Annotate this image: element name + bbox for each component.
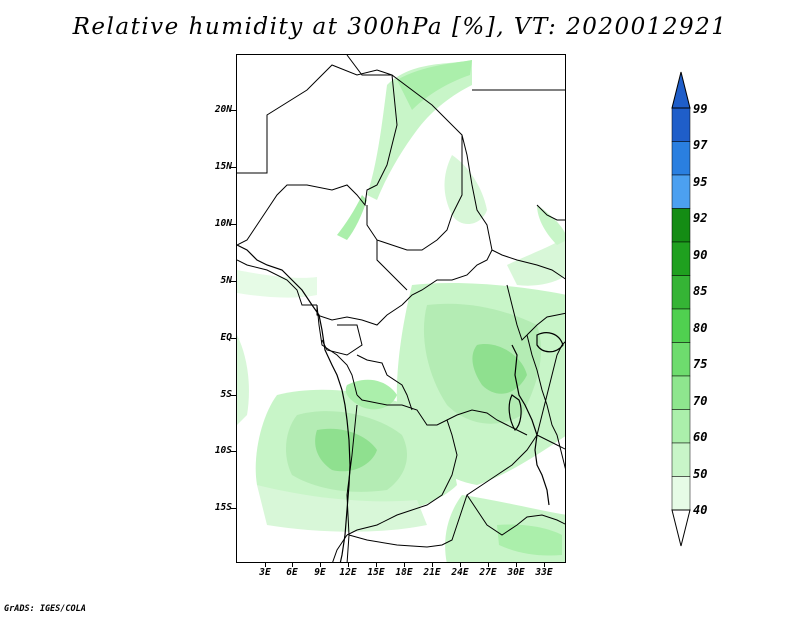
lon-label: 24E	[451, 567, 469, 578]
lon-label: 33E	[535, 567, 553, 578]
lat-label: 20N	[214, 104, 232, 115]
lon-tick	[376, 562, 377, 567]
colorbar-top-arrow	[671, 71, 691, 109]
lat-label: EQ	[220, 332, 232, 343]
lon-tick	[404, 562, 405, 567]
colorbar-label: 40	[693, 503, 708, 517]
lat-label: 5N	[220, 275, 232, 286]
colorbar-segment	[671, 174, 691, 209]
colorbar-segment	[671, 141, 691, 176]
lon-label: 9E	[314, 567, 326, 578]
humidity-shading	[237, 60, 565, 562]
lon-label: 6E	[286, 567, 298, 578]
lon-label: 18E	[395, 567, 413, 578]
lon-tick	[544, 562, 545, 567]
colorbar-segment	[671, 208, 691, 243]
coastline	[237, 244, 564, 562]
colorbar-label: 90	[693, 248, 708, 262]
lon-label: 30E	[507, 567, 525, 578]
colorbar-segment	[671, 275, 691, 310]
colorbar-label: 80	[693, 321, 708, 335]
colorbar-label: 99	[693, 102, 708, 116]
colorbar-segment	[671, 375, 691, 410]
lat-label: 15S	[214, 502, 232, 513]
lon-label: 27E	[479, 567, 497, 578]
lon-tick	[460, 562, 461, 567]
lat-tick	[231, 224, 236, 225]
colorbar-label: 97	[693, 138, 708, 152]
footer-credit: GrADS: IGES/COLA	[4, 604, 86, 614]
lon-label: 3E	[259, 567, 271, 578]
colorbar-segment	[671, 409, 691, 444]
colorbar	[671, 71, 691, 547]
colorbar-bottom-arrow	[671, 509, 691, 547]
colorbar-segment	[671, 342, 691, 377]
lon-tick	[488, 562, 489, 567]
colorbar-segment	[671, 308, 691, 343]
lat-tick	[231, 110, 236, 111]
lon-tick	[432, 562, 433, 567]
colorbar-label: 92	[693, 211, 708, 225]
colorbar-label: 70	[693, 394, 708, 408]
lat-label: 15N	[214, 161, 232, 172]
map-title: Relative humidity at 300hPa [%], VT: 202…	[72, 14, 728, 40]
lon-label: 12E	[339, 567, 357, 578]
lon-tick	[320, 562, 321, 567]
lon-tick	[516, 562, 517, 567]
lat-tick	[231, 167, 236, 168]
colorbar-label: 85	[693, 284, 708, 298]
lon-tick	[348, 562, 349, 567]
lat-tick	[231, 508, 236, 509]
lat-tick	[231, 451, 236, 452]
humidity-map	[237, 55, 565, 562]
colorbar-segment	[671, 476, 691, 511]
colorbar-segment	[671, 241, 691, 276]
colorbar-label: 60	[693, 430, 708, 444]
lon-tick	[265, 562, 266, 567]
colorbar-segments	[671, 107, 691, 511]
colorbar-segment	[671, 107, 691, 142]
lat-tick	[231, 281, 236, 282]
lat-label: 10S	[214, 445, 232, 456]
map-panel	[236, 54, 566, 563]
colorbar-label: 50	[693, 467, 708, 481]
colorbar-label: 75	[693, 357, 708, 371]
lon-label: 15E	[367, 567, 385, 578]
lat-tick	[231, 395, 236, 396]
lon-label: 21E	[423, 567, 441, 578]
lon-tick	[292, 562, 293, 567]
lat-label: 5S	[220, 389, 232, 400]
colorbar-segment	[671, 442, 691, 477]
lat-label: 10N	[214, 218, 232, 229]
colorbar-label: 95	[693, 175, 708, 189]
lat-tick	[231, 338, 236, 339]
